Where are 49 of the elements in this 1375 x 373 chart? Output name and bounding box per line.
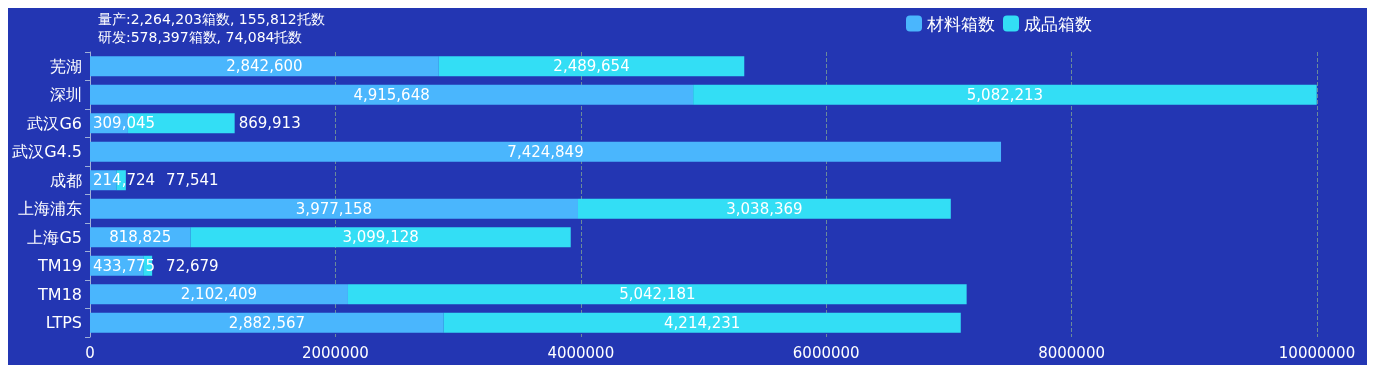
data-label: 818,825	[109, 228, 172, 247]
y-tick-label: TM19	[37, 256, 82, 276]
x-tick-label: 0	[85, 343, 95, 362]
y-tick-label: 上海G5	[27, 227, 82, 247]
y-tick-label: 武汉G6	[27, 113, 82, 133]
bar	[693, 84, 1317, 105]
bar	[90, 312, 444, 333]
data-label: 3,099,128	[342, 228, 419, 247]
bar	[443, 312, 961, 333]
data-label: 5,082,213	[966, 85, 1044, 104]
y-tick-label: 成都	[50, 170, 82, 190]
data-label: 2,102,409	[180, 285, 258, 304]
text: 量产:2,264,203箱数, 155,812托数	[98, 11, 325, 27]
data-label: 2,842,600	[226, 57, 303, 76]
y-tick-label: 芜湖	[50, 56, 82, 76]
legend-label: 材料箱数	[926, 13, 995, 34]
text: 研发:578,397箱数, 74,084托数	[98, 29, 303, 45]
data-label: 869,913	[238, 114, 301, 133]
data-label: 309,045	[93, 114, 156, 133]
data-label: 5,042,181	[619, 285, 696, 304]
bar	[90, 141, 1002, 162]
y-tick-label: 武汉G4.5	[12, 142, 82, 162]
y-tick-label: 深圳	[50, 85, 82, 105]
legend-label: 成品箱数	[1024, 13, 1092, 34]
bar	[347, 284, 967, 305]
bar	[190, 227, 571, 248]
data-label: 4,915,648	[353, 85, 430, 104]
x-tick-label: 6000000	[792, 343, 860, 362]
data-label: 77,541	[166, 171, 219, 190]
data-label: 7,424,849	[507, 142, 584, 161]
x-tick-label: 4000000	[547, 343, 615, 362]
x-tick-label: 8000000	[1038, 343, 1106, 362]
y-tick-label: 上海浦东	[18, 199, 82, 219]
bar	[438, 56, 745, 77]
data-label: 2,882,567	[228, 313, 306, 332]
data-label: 3,977,158	[295, 199, 373, 218]
bar	[90, 56, 439, 77]
data-label: 2,489,654	[553, 57, 630, 76]
data-label: 3,038,369	[726, 199, 803, 218]
y-tick-label: TM18	[37, 284, 82, 304]
bar	[578, 198, 951, 219]
bar	[90, 198, 578, 219]
data-label: 4,214,231	[664, 313, 741, 332]
bar	[90, 84, 694, 105]
x-tick-label: 2000000	[301, 343, 369, 362]
data-label: 72,679	[166, 256, 219, 275]
bar	[90, 284, 348, 305]
x-tick-label: 10000000	[1278, 343, 1356, 362]
y-tick-label: LTPS	[45, 313, 82, 333]
